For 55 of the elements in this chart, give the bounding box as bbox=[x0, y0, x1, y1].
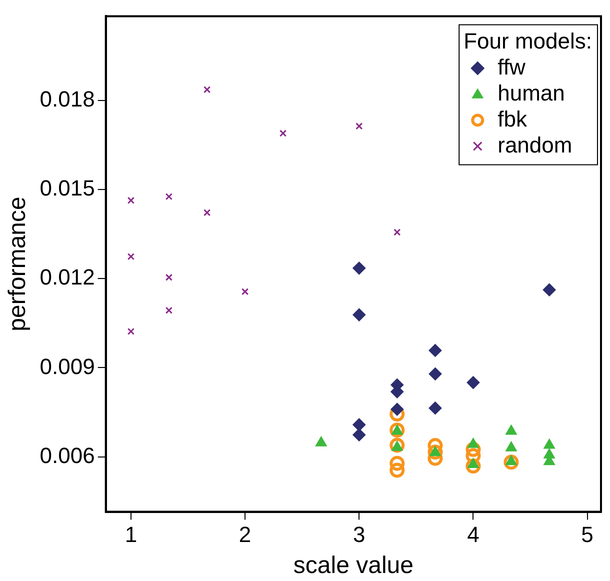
point bbox=[390, 438, 405, 453]
x-axis-title: scale value bbox=[293, 552, 414, 580]
point bbox=[390, 402, 404, 416]
point bbox=[394, 228, 401, 236]
point bbox=[165, 274, 173, 281]
point bbox=[506, 441, 517, 452]
point bbox=[352, 418, 366, 432]
point bbox=[466, 376, 480, 390]
point bbox=[544, 438, 556, 449]
point bbox=[203, 209, 211, 216]
point bbox=[127, 252, 135, 260]
y-tick-label: 0.015 bbox=[40, 175, 95, 200]
point bbox=[468, 438, 479, 448]
point bbox=[542, 283, 556, 296]
point bbox=[165, 192, 173, 200]
point bbox=[352, 262, 366, 275]
point bbox=[428, 367, 442, 380]
x-tick-label: 4 bbox=[467, 522, 480, 548]
y-tick-label: 0.006 bbox=[40, 442, 95, 468]
point bbox=[315, 436, 327, 446]
y-axis-title: performance bbox=[4, 196, 32, 332]
x-tick-label: 5 bbox=[581, 522, 594, 548]
y-tick-label: 0.018 bbox=[40, 86, 95, 112]
y-tick-label: 0.009 bbox=[40, 354, 95, 379]
point bbox=[165, 306, 173, 314]
x-tick-label: 2 bbox=[238, 522, 252, 548]
legend-title: Four models: bbox=[464, 28, 592, 54]
point bbox=[466, 458, 481, 474]
legend-label: fbk bbox=[498, 106, 528, 132]
point bbox=[428, 402, 442, 415]
point bbox=[466, 448, 481, 464]
point bbox=[428, 344, 442, 357]
point bbox=[504, 454, 519, 470]
y-tick-label: 0.012 bbox=[40, 264, 95, 290]
point bbox=[279, 130, 287, 137]
point bbox=[390, 462, 405, 478]
point bbox=[352, 308, 366, 322]
legend-label: human bbox=[498, 80, 565, 106]
point bbox=[466, 442, 481, 457]
point bbox=[506, 424, 517, 435]
legend-label: ffw bbox=[498, 54, 526, 80]
point bbox=[241, 288, 249, 296]
point bbox=[428, 450, 443, 466]
point bbox=[390, 456, 405, 471]
point bbox=[428, 438, 443, 454]
legend-label: random bbox=[498, 132, 572, 158]
point bbox=[127, 328, 135, 336]
point bbox=[390, 422, 405, 438]
point bbox=[203, 86, 211, 94]
point bbox=[356, 122, 363, 130]
point bbox=[127, 196, 135, 204]
x-tick-label: 3 bbox=[353, 522, 366, 548]
point bbox=[352, 428, 366, 442]
point bbox=[428, 444, 443, 460]
x-tick-label: 1 bbox=[124, 522, 138, 548]
